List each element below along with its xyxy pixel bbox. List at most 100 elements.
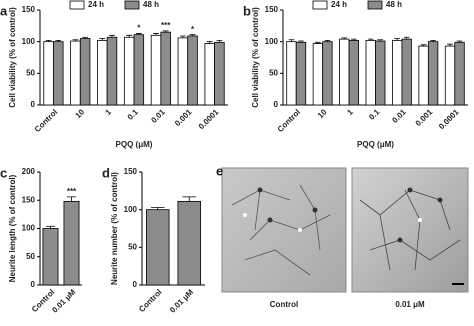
- bar: [365, 40, 376, 106]
- panel-label: d: [102, 165, 110, 180]
- micrograph-control: [221, 167, 347, 293]
- error-bar: [324, 40, 331, 42]
- error-bar: [216, 40, 223, 43]
- legend-swatch: [312, 0, 328, 10]
- bar: [418, 45, 429, 106]
- legend-label: 48 h: [143, 0, 159, 9]
- significance-mark: ***: [67, 187, 77, 196]
- error-bar: [377, 39, 384, 42]
- bar: [295, 41, 307, 106]
- y-tick-label: 0: [31, 280, 36, 289]
- x-tick-label: 10: [316, 107, 329, 120]
- x-tick-label: Control: [276, 108, 302, 134]
- bar: [286, 41, 297, 106]
- y-tick-label: 150: [124, 167, 138, 176]
- x-tick-label: 0.1: [126, 107, 141, 122]
- error-bar: [45, 225, 56, 229]
- x-tick-label: 0.0001: [437, 107, 461, 131]
- legend-label: 48 h: [386, 0, 402, 9]
- bar: [401, 38, 412, 106]
- error-bar: [182, 196, 197, 202]
- bar: [133, 34, 145, 106]
- y-axis-label: Neurite length (% of control): [8, 174, 17, 282]
- legend-swatch: [69, 0, 85, 10]
- bar: [312, 43, 324, 106]
- y-tick-label: 100: [124, 205, 138, 214]
- y-tick-label: 50: [128, 242, 137, 251]
- error-bar: [298, 40, 304, 43]
- error-bar: [420, 44, 427, 47]
- bar: [146, 209, 170, 286]
- bar: [160, 31, 171, 106]
- x-tick-label: 1: [104, 107, 114, 117]
- significance-mark: *: [191, 25, 195, 34]
- error-bar: [315, 41, 321, 44]
- bar: [392, 40, 403, 106]
- error-bar: [456, 40, 463, 43]
- bar: [204, 43, 215, 106]
- x-tick-label: 0.01: [390, 107, 408, 125]
- error-bar: [153, 33, 159, 36]
- x-tick-label: 0.01 μM: [50, 287, 77, 314]
- y-tick-label: 100: [265, 37, 279, 46]
- error-bar: [189, 34, 196, 36]
- legend-label: 24 h: [88, 0, 104, 9]
- bar: [322, 41, 333, 106]
- y-tick-label: 100: [22, 37, 36, 46]
- x-tick-label: 0.01 μM: [168, 287, 195, 314]
- y-axis-label: Cell viability (% of control): [8, 7, 17, 108]
- error-bar: [341, 37, 348, 40]
- error-bar: [430, 40, 436, 42]
- bar: [339, 38, 350, 106]
- error-bar: [179, 35, 186, 38]
- bar: [42, 228, 59, 286]
- y-tick-label: 150: [22, 5, 36, 14]
- error-bar: [367, 38, 374, 41]
- error-bar: [394, 38, 401, 41]
- bar: [177, 37, 189, 106]
- error-bar: [72, 39, 79, 42]
- panel-label: b: [243, 3, 251, 18]
- panel-label: c: [0, 165, 7, 180]
- error-bar: [45, 40, 52, 42]
- panel-label: e: [216, 163, 223, 178]
- x-tick-label: 1: [345, 107, 355, 117]
- bar: [106, 36, 118, 106]
- y-tick-label: 0: [31, 100, 36, 109]
- y-tick-label: 0: [133, 280, 138, 289]
- y-axis-label: Neurite number (% of control): [110, 172, 119, 285]
- bar: [177, 200, 201, 286]
- error-bar: [66, 196, 77, 202]
- bar: [53, 41, 64, 106]
- bar: [43, 41, 54, 106]
- significance-mark: ***: [161, 21, 171, 30]
- image-caption: Control: [270, 300, 298, 309]
- x-tick-label: 0.01: [149, 107, 167, 125]
- bar: [97, 40, 108, 106]
- y-tick-label: 150: [22, 195, 36, 204]
- error-bar: [288, 39, 295, 42]
- x-axis-label: PQQ (μM): [116, 140, 153, 149]
- legend-swatch: [124, 0, 140, 10]
- bar: [79, 38, 91, 106]
- bar: [150, 34, 162, 106]
- error-bar: [403, 36, 410, 40]
- x-tick-label: Control: [137, 288, 163, 314]
- bar: [214, 41, 225, 106]
- bar: [375, 40, 386, 106]
- y-axis-label: Cell viability (% of control): [251, 7, 260, 108]
- bar: [427, 41, 439, 106]
- y-tick-label: 100: [22, 224, 36, 233]
- x-tick-label: 0.001: [173, 107, 194, 128]
- panel-label: a: [0, 3, 8, 18]
- x-axis-label: PQQ (μM): [357, 140, 394, 149]
- significance-mark: *: [137, 24, 141, 33]
- bar: [187, 35, 198, 106]
- x-tick-label: Control: [33, 108, 59, 134]
- legend-swatch: [367, 0, 383, 10]
- bar: [70, 40, 81, 106]
- error-bar: [126, 34, 133, 38]
- error-bar: [109, 34, 115, 38]
- bar: [123, 36, 135, 106]
